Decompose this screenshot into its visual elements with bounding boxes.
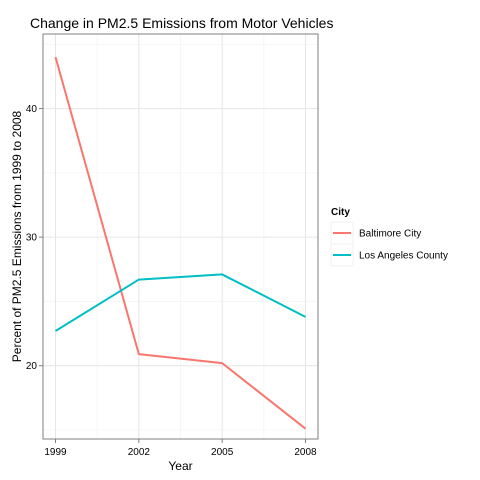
y-tick-label: 30 [26, 233, 38, 244]
x-tick-label: 2005 [211, 447, 234, 458]
y-tick-label: 40 [26, 104, 38, 115]
plot-panel-border [42, 33, 319, 440]
x-axis-title: Year [168, 459, 192, 473]
grid [43, 34, 318, 439]
x-tick-label: 2008 [294, 447, 317, 458]
series-line-baltimore-city [54, 56, 307, 430]
x-tick-label: 2002 [128, 447, 151, 458]
chart-title: Change in PM2.5 Emissions from Motor Veh… [30, 15, 333, 31]
axis-ticks: 20 30 40 1999 2002 2005 2008 [26, 104, 317, 458]
legend: City Baltimore City Los Angeles County [330, 207, 448, 267]
y-axis-title: Percent of PM2.5 Emissions from 1999 to … [10, 110, 24, 362]
legend-label-los-angeles-county: Los Angeles County [359, 251, 448, 262]
series-lines [54, 56, 307, 430]
x-tick-label: 1999 [44, 447, 67, 458]
legend-title: City [331, 207, 350, 218]
series-line-los-angeles-county [54, 273, 306, 332]
legend-label-baltimore-city: Baltimore City [359, 229, 421, 240]
y-tick-label: 20 [26, 361, 38, 372]
